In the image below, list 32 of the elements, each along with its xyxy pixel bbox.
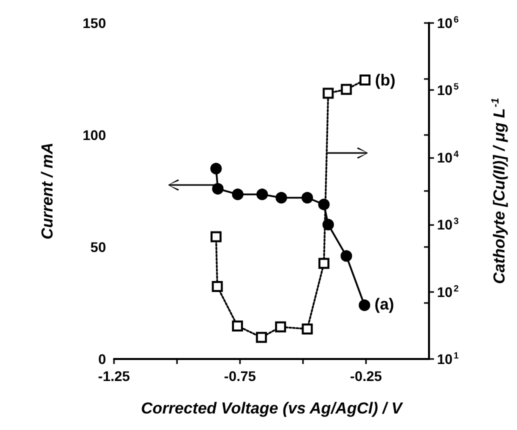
point <box>212 280 223 292</box>
point <box>232 320 243 332</box>
point <box>318 198 330 210</box>
y-tick-label: 0 <box>98 351 106 367</box>
annotation: (b) <box>374 72 396 90</box>
x-axis-title: Corrected Voltage (vs Ag/AgCl) / V <box>140 400 404 418</box>
point <box>322 88 334 99</box>
point <box>212 183 224 195</box>
point <box>359 74 370 86</box>
point <box>322 218 334 230</box>
x-tick-label: -1.25 <box>98 368 130 384</box>
point <box>276 192 288 204</box>
point <box>210 162 222 174</box>
point <box>318 258 330 269</box>
point <box>340 84 352 95</box>
x-tick-label: -0.75 <box>224 368 256 384</box>
y-tick-label: 100 <box>82 127 106 143</box>
y2-axis-title: Catholyte [Cu(II)] / μg L-1 <box>490 98 508 284</box>
annotation: (a) <box>374 296 394 314</box>
x-tick-label: -0.25 <box>350 368 382 384</box>
y-tick-label: 150 <box>82 15 106 31</box>
point <box>256 332 267 343</box>
y-tick-label: 50 <box>90 239 106 255</box>
y-axis-title: Current / mA <box>40 142 56 240</box>
point <box>256 188 268 200</box>
point <box>358 299 370 311</box>
point <box>232 188 244 200</box>
point <box>210 231 222 242</box>
point <box>340 250 352 262</box>
point <box>275 321 286 332</box>
point <box>302 192 314 204</box>
point <box>302 323 313 334</box>
